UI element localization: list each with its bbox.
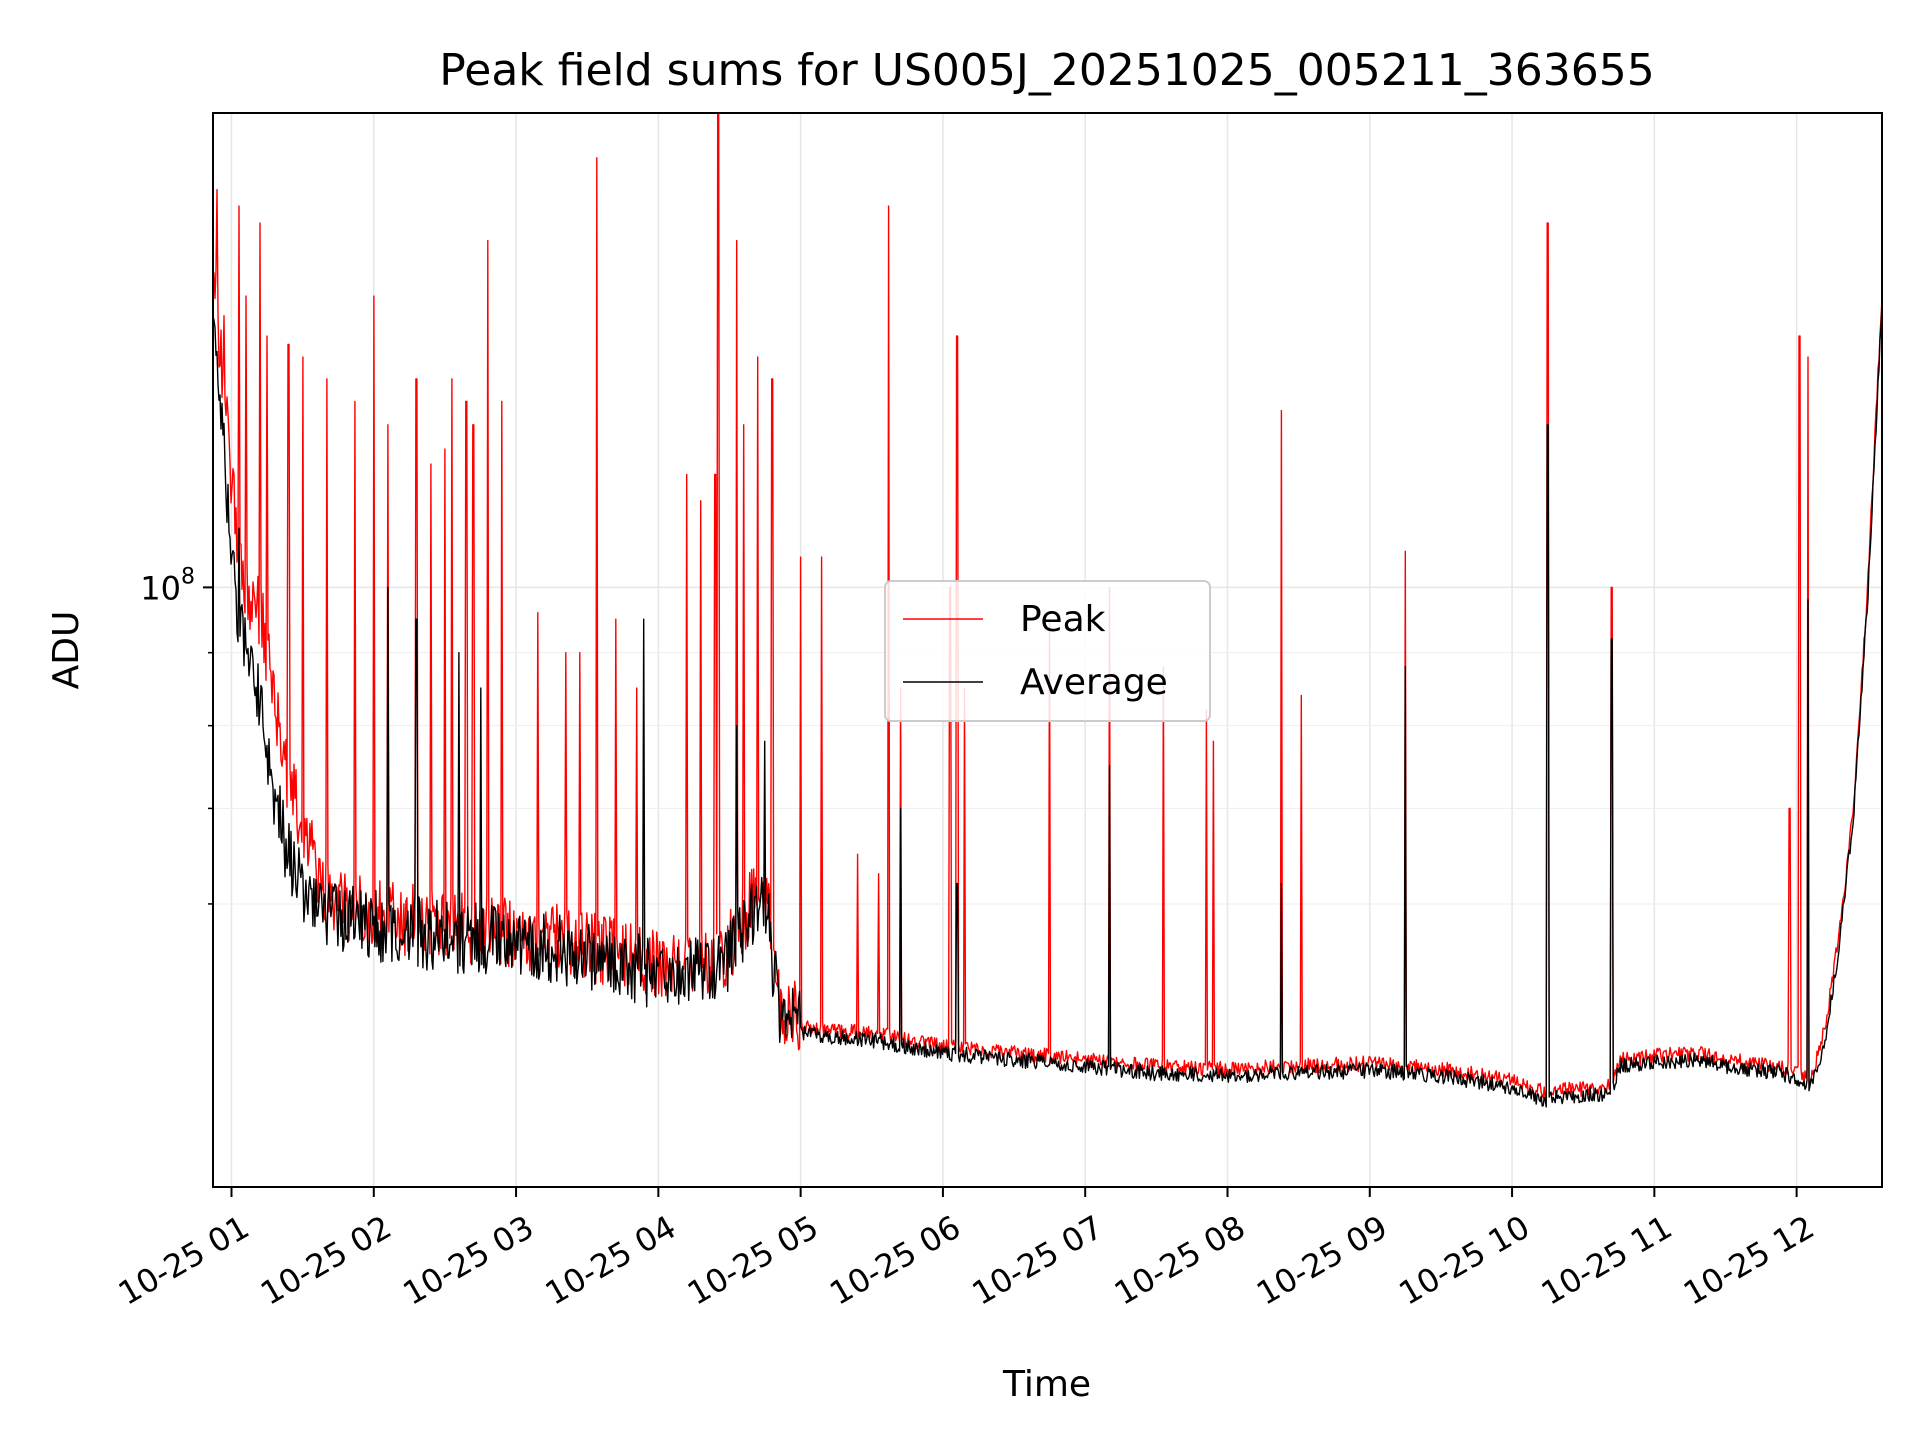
legend-average-label: Average — [1020, 662, 1168, 703]
series-layer — [213, 113, 1882, 1108]
chart-title: Peak field sums for US005J_20251025_0052… — [439, 45, 1654, 96]
y-tick-label: 108 — [140, 564, 195, 607]
legend-box — [884, 580, 1211, 722]
x-axis-label: Time — [1002, 1364, 1091, 1405]
series-line-average — [213, 301, 1882, 1108]
grid-lines — [213, 113, 1882, 1187]
legend-peak-label: Peak — [1020, 599, 1106, 640]
legend: Peak Average — [884, 580, 1211, 722]
plot-area-frame — [212, 112, 1883, 1188]
y-axis-label: ADU — [46, 611, 87, 690]
